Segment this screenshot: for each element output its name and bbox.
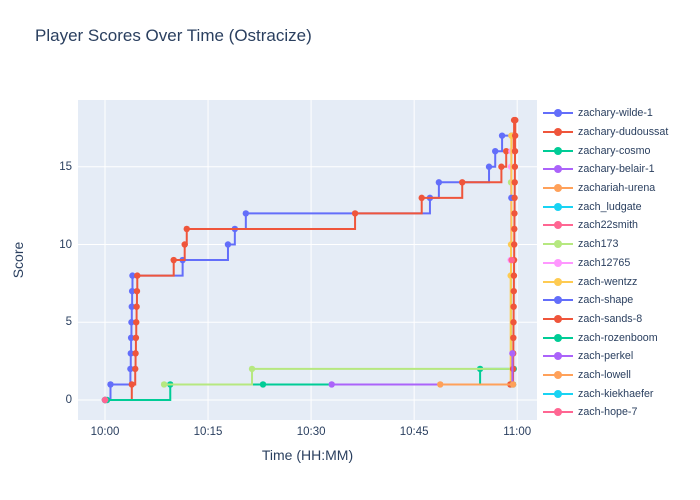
legend-item-zach-lowell[interactable]: zach-lowell <box>543 366 693 385</box>
legend-item-zachary-cosmo[interactable]: zachary-cosmo <box>543 141 693 160</box>
legend-line-marker-icon <box>543 370 573 380</box>
legend-line-marker-icon <box>543 164 573 174</box>
y-tick-label: 5 <box>65 316 72 329</box>
legend-item-zachary-belair-1[interactable]: zachary-belair-1 <box>543 160 693 179</box>
x-tick-label: 10:45 <box>399 426 429 438</box>
legend-label: zach-sands-8 <box>578 312 643 325</box>
legend-item-zachary-wilde-1[interactable]: zachary-wilde-1 <box>543 104 693 123</box>
legend-item-zach-rozenboom[interactable]: zach-rozenboom <box>543 328 693 347</box>
legend-line-marker-icon <box>543 183 573 193</box>
x-tick-label: 10:15 <box>193 426 223 438</box>
y-tick-label: 15 <box>59 160 72 173</box>
legend-label: zach22smith <box>578 219 638 232</box>
legend-line-marker-icon <box>543 146 573 156</box>
legend-line-marker-icon <box>543 202 573 212</box>
legend-label: zachariah-urena <box>578 182 656 195</box>
legend-line-marker-icon <box>543 351 573 361</box>
legend-line-marker-icon <box>543 127 573 137</box>
legend-label: zach-perkel <box>578 350 634 363</box>
legend-label: zachary-dudoussat <box>578 126 669 139</box>
y-axis-title: Score <box>10 241 26 279</box>
series-zach-lowell <box>437 381 517 388</box>
legend-item-zach_ludgate[interactable]: zach_ludgate <box>543 197 693 216</box>
legend-item-zach22smith[interactable]: zach22smith <box>543 216 693 235</box>
legend-item-zachary-dudoussat[interactable]: zachary-dudoussat <box>543 123 693 142</box>
legend-label: zachary-cosmo <box>578 144 651 157</box>
legend: zachary-wilde-1 zachary-dudoussat zachary-… <box>543 104 693 418</box>
legend-label: zach-kiekhaefer <box>578 387 654 400</box>
legend-line-marker-icon <box>543 220 573 230</box>
series-zach22smith <box>101 396 109 404</box>
legend-line-marker-icon <box>543 239 573 249</box>
legend-line-marker-icon <box>543 389 573 399</box>
legend-item-zach-perkel[interactable]: zach-perkel <box>543 347 693 366</box>
legend-label: zach_ludgate <box>578 200 642 213</box>
legend-label: zach173 <box>578 238 619 251</box>
chart-title: Player Scores Over Time (Ostracize) <box>35 26 312 45</box>
legend-line-marker-icon <box>543 407 573 417</box>
legend-label: zach-rozenboom <box>578 331 658 344</box>
legend-item-zach-shape[interactable]: zach-shape <box>543 291 693 310</box>
y-tick-label: 0 <box>65 394 72 406</box>
legend-line-marker-icon <box>543 258 573 268</box>
legend-line-marker-icon <box>543 108 573 118</box>
legend-label: zach-wentzz <box>578 275 638 288</box>
legend-label: zach-shape <box>578 294 634 307</box>
legend-line-marker-icon <box>543 333 573 343</box>
legend-item-zach-wentzz[interactable]: zach-wentzz <box>543 272 693 291</box>
legend-label: zach12765 <box>578 256 631 269</box>
x-tick-label: 11:00 <box>503 426 532 438</box>
legend-label: zachary-wilde-1 <box>578 107 653 120</box>
legend-item-zach-hope-7[interactable]: zach-hope-7 <box>543 403 693 418</box>
legend-line-marker-icon <box>543 295 573 305</box>
legend-item-zach-kiekhaefer[interactable]: zach-kiekhaefer <box>543 384 693 403</box>
legend-item-zach173[interactable]: zach173 <box>543 235 693 254</box>
legend-label: zach-lowell <box>578 368 631 381</box>
y-tick-label: 10 <box>59 238 72 251</box>
legend-line-marker-icon <box>543 314 573 324</box>
series-group <box>101 116 519 404</box>
x-axis-title: Time (HH:MM) <box>261 447 354 463</box>
legend-label: zachary-belair-1 <box>578 163 655 176</box>
legend-item-zach-sands-8[interactable]: zach-sands-8 <box>543 310 693 329</box>
plot-background <box>78 100 537 420</box>
x-tick-label: 10:00 <box>90 426 120 438</box>
legend-line-marker-icon <box>543 277 573 287</box>
legend-label: zach-hope-7 <box>578 406 638 418</box>
legend-item-zachariah-urena[interactable]: zachariah-urena <box>543 179 693 198</box>
x-tick-label: 10:30 <box>296 426 326 438</box>
series-zach-hope-7 <box>508 256 515 264</box>
legend-item-zach12765[interactable]: zach12765 <box>543 254 693 273</box>
